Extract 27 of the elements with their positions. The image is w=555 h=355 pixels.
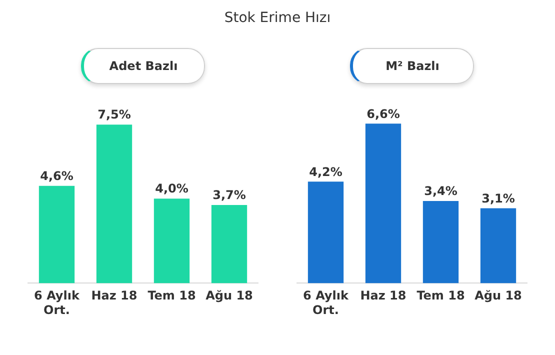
- x-tick-label: 6 Aylık Ort.: [34, 288, 80, 317]
- bar: [480, 208, 516, 284]
- chart-subtitle: M² Bazlı: [350, 48, 474, 84]
- data-label: 4,2%: [308, 164, 342, 179]
- x-tick-label: Haz 18: [90, 288, 137, 303]
- x-tick-label: Haz 18: [360, 288, 406, 303]
- bar: [364, 124, 401, 284]
- chart-subtitle: Adet Bazlı: [80, 48, 204, 84]
- bar: [38, 186, 74, 284]
- chart-title: Stok Erime Hızı: [223, 10, 332, 26]
- data-label: 3,1%: [481, 191, 514, 206]
- x-tick-label: Tem 18: [416, 288, 464, 303]
- data-label: 3,7%: [212, 188, 246, 202]
- x-tick-label: 6 Aylık Ort.: [302, 288, 349, 317]
- data-label: 4,6%: [40, 169, 73, 184]
- data-label: 4,0%: [154, 182, 188, 196]
- data-label: 6,6%: [366, 106, 400, 121]
- x-tick-label: Tem 18: [147, 288, 196, 303]
- x-tick-label: Ağu 18: [205, 288, 252, 303]
- data-label: 7,5%: [97, 108, 130, 122]
- x-tick-label: Ağu 18: [474, 288, 522, 303]
- bar: [153, 198, 190, 284]
- bar: [96, 124, 132, 284]
- bar: [307, 182, 344, 284]
- bar: [210, 204, 247, 284]
- data-label: 3,4%: [424, 184, 457, 198]
- bar: [422, 201, 458, 284]
